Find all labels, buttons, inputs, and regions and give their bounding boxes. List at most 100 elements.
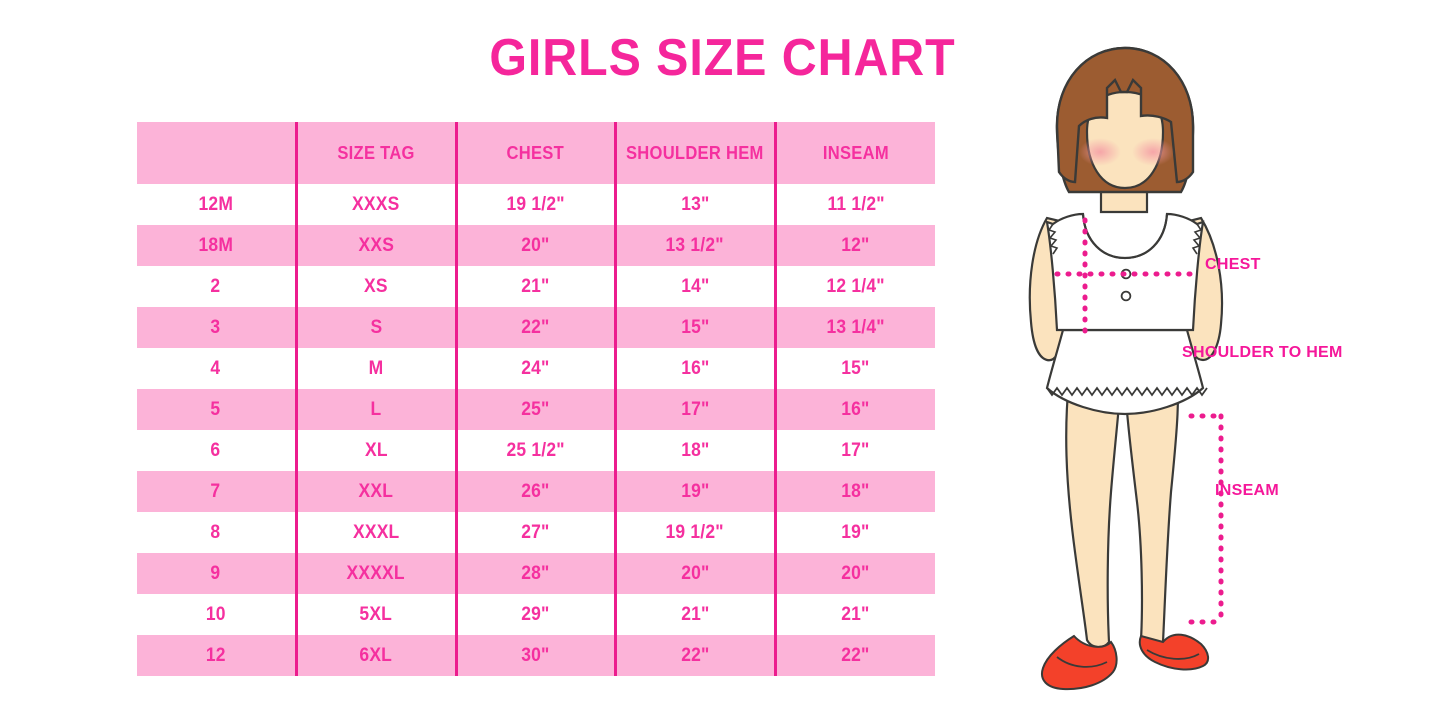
cell-shoulder-hem: 16": [613, 348, 775, 389]
cell-inseam: 19": [773, 512, 935, 553]
cell-shoulder-hem-text: 13 1/2": [665, 234, 725, 256]
cell-size: 6: [137, 430, 296, 471]
cell-size: 12: [137, 635, 296, 676]
cell-shoulder-hem-text: 16": [680, 357, 710, 379]
inseam-caliper: [1188, 413, 1226, 625]
column-header-shoulder-hem: SHOULDER HEM: [613, 122, 775, 184]
cell-inseam: 21": [773, 594, 935, 635]
cell-size-text: 2: [210, 275, 221, 297]
cell-size-text: 4: [210, 357, 221, 379]
cell-shoulder-hem: 13": [613, 184, 775, 225]
cell-size-tag-text: XL: [364, 439, 388, 461]
cell-chest-text: 22": [521, 316, 550, 338]
cell-chest-text: 30": [521, 644, 550, 666]
cell-size: 2: [137, 266, 296, 307]
cell-size-tag-text: M: [368, 357, 384, 379]
blush-right: [1132, 138, 1174, 166]
cell-inseam: 12 1/4": [773, 266, 935, 307]
cell-size-tag-text: XXXL: [352, 521, 400, 543]
cell-chest: 24": [454, 348, 615, 389]
cell-size: 4: [137, 348, 296, 389]
girl-illustration: [995, 22, 1255, 702]
cell-inseam: 22": [773, 635, 935, 676]
cell-shoulder-hem: 13 1/2": [613, 225, 775, 266]
cell-shoulder-hem: 22": [613, 635, 775, 676]
cell-inseam: 11 1/2": [773, 184, 935, 225]
column-header-chest: CHEST: [454, 122, 615, 184]
shoes: [1041, 633, 1209, 691]
cell-chest-text: 28": [521, 562, 550, 584]
cell-chest-text: 27": [521, 521, 550, 543]
cell-shoulder-hem: 20": [613, 553, 775, 594]
cell-inseam: 12": [773, 225, 935, 266]
cell-size-tag-text: XS: [364, 275, 388, 297]
cell-size: 7: [137, 471, 296, 512]
cell-size-tag-text: XXS: [358, 234, 394, 256]
cell-chest-text: 25": [521, 398, 550, 420]
cell-chest: 29": [454, 594, 615, 635]
cell-inseam-text: 16": [841, 398, 870, 420]
cell-size-text: 12: [205, 644, 226, 666]
cell-chest: 28": [454, 553, 615, 594]
cell-size: 5: [137, 389, 296, 430]
cell-shoulder-hem-text: 18": [680, 439, 710, 461]
cell-chest-text: 29": [521, 603, 550, 625]
table-row: 9 XXXXL 28" 20" 20": [137, 553, 935, 594]
cell-chest-text: 24": [521, 357, 550, 379]
cell-size-text: 3: [210, 316, 221, 338]
table-header: SIZE TAG CHEST SHOULDER HEM INSEAM: [137, 122, 935, 184]
column-header-inseam: INSEAM: [773, 122, 935, 184]
table-body: 12M XXXS 19 1/2" 13" 11 1/2" 18M XXS 20" 13 1/2"…: [137, 184, 935, 676]
cell-inseam-text: 15": [841, 357, 870, 379]
legs: [1065, 350, 1180, 649]
table-row: 8 XXXL 27" 19 1/2" 19": [137, 512, 935, 553]
column-header-size: [137, 122, 296, 184]
cell-size-tag: XXXXL: [294, 553, 456, 594]
cell-chest-text: 21": [521, 275, 550, 297]
cell-size-text: 6: [210, 439, 221, 461]
cell-size: 9: [137, 553, 296, 594]
cell-inseam-text: 22": [841, 644, 870, 666]
cell-inseam-text: 12": [841, 234, 870, 256]
cell-size-text: 8: [210, 521, 221, 543]
cell-inseam-text: 18": [841, 480, 870, 502]
cell-size-tag: M: [294, 348, 456, 389]
cell-chest: 19 1/2": [454, 184, 615, 225]
cell-size: 3: [137, 307, 296, 348]
cell-chest: 25 1/2": [454, 430, 615, 471]
cell-size-tag-text: 6XL: [359, 644, 393, 666]
table-row: 4 M 24" 16" 15": [137, 348, 935, 389]
cell-chest-text: 26": [521, 480, 550, 502]
cell-size-tag: L: [294, 389, 456, 430]
table-row: 6 XL 25 1/2" 18" 17": [137, 430, 935, 471]
size-chart-table-container: SIZE TAG CHEST SHOULDER HEM INSEAM 12M XX…: [137, 122, 935, 676]
cell-size: 12M: [137, 184, 296, 225]
cell-inseam: 17": [773, 430, 935, 471]
cell-shoulder-hem: 19 1/2": [613, 512, 775, 553]
figure-body: [1028, 46, 1226, 691]
cell-chest: 27": [454, 512, 615, 553]
cell-inseam: 18": [773, 471, 935, 512]
cell-size-tag: XXL: [294, 471, 456, 512]
column-header-chest-label: CHEST: [506, 142, 565, 163]
cell-inseam-text: 13 1/4": [826, 316, 885, 338]
cell-inseam: 13 1/4": [773, 307, 935, 348]
table-row: 5 L 25" 17" 16": [137, 389, 935, 430]
cell-size-tag: S: [294, 307, 456, 348]
table-row: 2 XS 21" 14" 12 1/4": [137, 266, 935, 307]
cell-size-tag-text: XXXS: [352, 193, 400, 215]
page-title: GIRLS SIZE CHART: [489, 29, 956, 87]
cell-shoulder-hem-text: 15": [680, 316, 710, 338]
cell-shoulder-hem-text: 22": [680, 644, 710, 666]
cell-size: 18M: [137, 225, 296, 266]
cell-shoulder-hem-text: 20": [680, 562, 710, 584]
table-row: 7 XXL 26" 19" 18": [137, 471, 935, 512]
cell-chest: 26": [454, 471, 615, 512]
cell-chest: 30": [454, 635, 615, 676]
cell-chest-text: 25 1/2": [506, 439, 565, 461]
cell-shoulder-hem: 17": [613, 389, 775, 430]
cell-size-tag: XXXS: [294, 184, 456, 225]
skirt: [1045, 328, 1208, 416]
column-header-size-tag: SIZE TAG: [294, 122, 456, 184]
cell-size: 10: [137, 594, 296, 635]
